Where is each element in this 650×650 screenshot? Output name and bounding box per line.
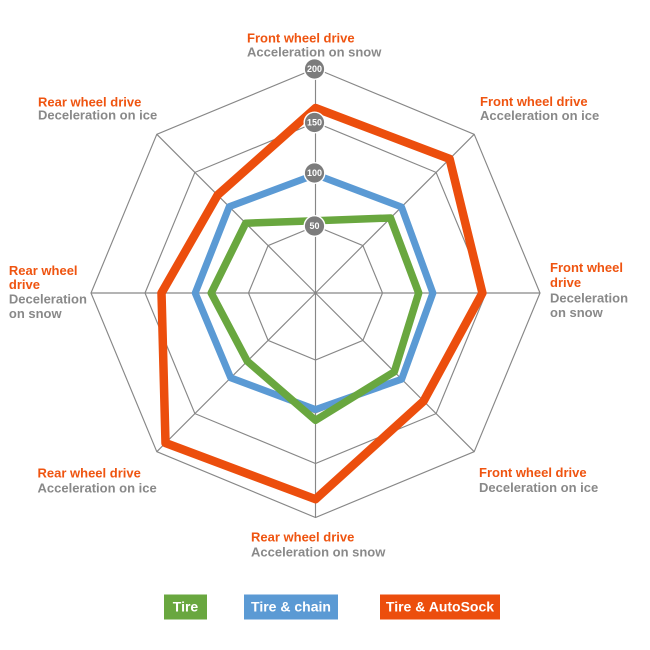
svg-text:Deceleration: Deceleration bbox=[9, 292, 87, 307]
svg-text:Rear wheel: Rear wheel bbox=[9, 263, 78, 278]
svg-text:Acceleration on ice: Acceleration on ice bbox=[38, 481, 157, 496]
svg-text:drive: drive bbox=[9, 277, 40, 292]
svg-text:Deceleration on ice: Deceleration on ice bbox=[479, 480, 598, 495]
svg-text:on snow: on snow bbox=[550, 305, 604, 320]
svg-text:50: 50 bbox=[309, 221, 319, 231]
svg-text:Acceleration on snow: Acceleration on snow bbox=[247, 45, 382, 60]
svg-text:Front wheel drive: Front wheel drive bbox=[480, 94, 588, 109]
svg-text:150: 150 bbox=[307, 118, 322, 128]
svg-text:Tire & chain: Tire & chain bbox=[251, 599, 331, 615]
svg-text:Tire & AutoSock: Tire & AutoSock bbox=[386, 599, 494, 615]
svg-text:Deceleration on ice: Deceleration on ice bbox=[38, 108, 157, 123]
svg-text:Front wheel drive: Front wheel drive bbox=[247, 31, 355, 46]
svg-text:100: 100 bbox=[307, 168, 322, 178]
svg-text:Acceleration on ice: Acceleration on ice bbox=[480, 108, 599, 123]
svg-text:Rear wheel drive: Rear wheel drive bbox=[38, 466, 141, 481]
svg-text:Tire: Tire bbox=[173, 599, 199, 615]
svg-text:Rear wheel drive: Rear wheel drive bbox=[38, 95, 141, 110]
svg-text:Acceleration on snow: Acceleration on snow bbox=[251, 545, 386, 560]
svg-text:Rear wheel drive: Rear wheel drive bbox=[251, 530, 354, 545]
svg-text:200: 200 bbox=[307, 64, 322, 74]
svg-text:Front wheel: Front wheel bbox=[550, 260, 623, 275]
svg-text:drive: drive bbox=[550, 275, 581, 290]
svg-text:Deceleration: Deceleration bbox=[550, 291, 628, 306]
svg-text:on snow: on snow bbox=[9, 306, 63, 321]
svg-text:Front wheel drive: Front wheel drive bbox=[479, 465, 587, 480]
